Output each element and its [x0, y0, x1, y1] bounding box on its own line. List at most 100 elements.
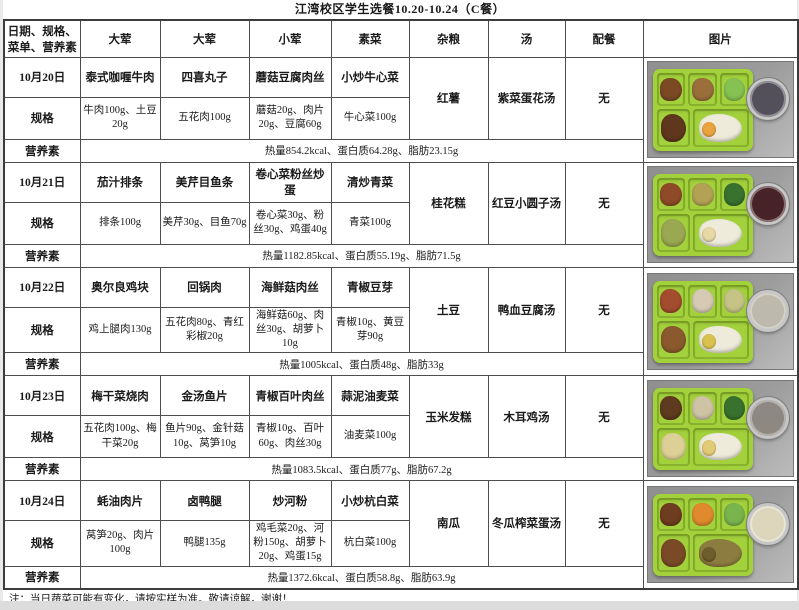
- rice-compartment: [693, 534, 749, 572]
- food-compartment: [720, 285, 749, 318]
- food-compartment: [688, 178, 717, 211]
- day-menu-row: 10月24日 蚝油肉片 卤鸭腿 炒河粉 小炒杭白菜 南瓜 冬瓜榨菜蛋汤 无: [3, 480, 799, 590]
- soup-bowl: [746, 78, 789, 120]
- spec-cell: 排条100g: [79, 201, 161, 245]
- spec-label: 规格: [3, 415, 81, 459]
- tray-photo: [646, 166, 794, 263]
- date-cell: 10月24日: [3, 480, 81, 522]
- dish-name: 奥尔良鸡块: [79, 266, 161, 308]
- nutrition-label: 营养素: [3, 457, 81, 482]
- food-compartment: [657, 73, 686, 106]
- nutrition-label: 营养素: [3, 565, 81, 590]
- food-compartment: [688, 498, 717, 531]
- dish-name: 金汤鱼片: [159, 375, 250, 417]
- food-compartment: [657, 109, 690, 147]
- spec-cell: 青椒10g、百叶60g、肉丝30g: [248, 415, 332, 459]
- grain-cell: 土豆: [408, 266, 489, 354]
- photo-cell: [642, 480, 799, 590]
- dish-name: 泰式咖喱牛肉: [79, 56, 161, 98]
- date-cell: 10月20日: [3, 56, 81, 98]
- header-corner: 日期、规格、菜单、营养素: [3, 19, 81, 58]
- spec-label: 规格: [3, 201, 81, 245]
- grain-cell: 玉米发糕: [408, 375, 489, 459]
- header-soup: 汤: [487, 19, 566, 58]
- nutrition-cell: 热量854.2kcal、蛋白质64.28g、脂肪23.15g: [79, 138, 644, 163]
- food-compartment: [657, 498, 686, 531]
- spec-label: 规格: [3, 96, 81, 140]
- day-spec-row: 规格 鸡上腿肉130g 五花肉80g、青红彩椒20g 海鲜菇60g、肉丝30g、…: [3, 306, 798, 354]
- grain-cell: 红薯: [408, 56, 489, 140]
- spec-cell: 五花肉100g: [159, 96, 250, 140]
- header-meat2: 大荤: [159, 19, 250, 58]
- lunch-tray: [652, 387, 753, 470]
- soup-cell: 紫菜蛋花汤: [487, 56, 566, 140]
- soup-bowl: [746, 396, 789, 439]
- spec-cell: 青菜100g: [330, 201, 410, 245]
- food-compartment: [720, 178, 749, 211]
- dish-name: 卤鸭腿: [159, 480, 250, 522]
- header-side: 配餐: [564, 19, 644, 58]
- nutrition-cell: 热量1005kcal、蛋白质48g、脂肪33g: [79, 352, 644, 377]
- side-cell: 无: [564, 56, 644, 140]
- nutrition-label: 营养素: [3, 352, 81, 377]
- nutrition-cell: 热量1083.5kcal、蛋白质77g、脂肪67.2g: [79, 457, 644, 482]
- menu-table: 日期、规格、菜单、营养素 大荤 大荤 小荤 素菜 杂粮 汤 配餐 图片 10月2…: [3, 19, 799, 591]
- day-spec-row: 规格 莴笋20g、肉片100g 鸭腿135g 鸡毛菜20g、河粉150g、胡萝卜…: [3, 520, 798, 567]
- side-cell: 无: [564, 480, 644, 567]
- spec-cell: 海鲜菇60g、肉丝30g、胡萝卜10g: [248, 306, 332, 354]
- dish-name: 梅干菜烧肉: [79, 375, 161, 417]
- rice-compartment: [693, 214, 749, 252]
- tray-photo: [646, 61, 794, 158]
- food-compartment: [720, 392, 749, 425]
- spec-cell: 油麦菜100g: [330, 415, 410, 459]
- dish-name: 回锅肉: [159, 266, 250, 308]
- food-compartment: [688, 73, 717, 106]
- spec-cell: 牛肉100g、土豆20g: [79, 96, 161, 140]
- rice-compartment: [693, 428, 749, 466]
- photo-cell: [642, 56, 799, 163]
- date-cell: 10月21日: [3, 161, 81, 203]
- soup-cell: 红豆小圆子汤: [487, 161, 566, 245]
- spec-label: 规格: [3, 520, 81, 567]
- side-cell: 无: [564, 161, 644, 245]
- page-title: 江湾校区学生选餐10.20-10.24（C餐）: [294, 2, 506, 16]
- header-row: 日期、规格、菜单、营养素 大荤 大荤 小荤 素菜 杂粮 汤 配餐 图片: [3, 19, 799, 58]
- dish-name: 蒜泥油麦菜: [330, 375, 410, 417]
- nutrition-cell: 热量1372.6kcal、蛋白质58.8g、脂肪63.9g: [79, 565, 644, 590]
- tray-photo: [646, 272, 794, 370]
- date-cell: 10月23日: [3, 375, 81, 417]
- dish-name: 小炒杭白菜: [330, 480, 410, 522]
- header-halfmeat: 小荤: [248, 19, 332, 58]
- nutrition-label: 营养素: [3, 243, 81, 268]
- soup-cell: 鸭血豆腐汤: [487, 266, 566, 354]
- soup-bowl: [746, 183, 789, 225]
- dish-name: 茄汁排条: [79, 161, 161, 203]
- tray-photo: [646, 379, 794, 477]
- menu-sheet: 江湾校区学生选餐10.20-10.24（C餐） 日期、规格、菜单、营养素 大荤 …: [3, 0, 799, 605]
- tray-photo: [646, 486, 794, 584]
- side-cell: 无: [564, 375, 644, 459]
- dish-name: 海鲜菇肉丝: [248, 266, 332, 308]
- header-vegetable: 素菜: [330, 19, 410, 58]
- spec-cell: 卷心菜30g、粉丝30g、鸡蛋40g: [248, 201, 332, 245]
- photo-cell: [642, 375, 799, 482]
- dish-name: 蘑菇豆腐肉丝: [248, 56, 332, 98]
- day-menu-row: 10月23日 梅干菜烧肉 金汤鱼片 青椒百叶肉丝 蒜泥油麦菜 玉米发糕 木耳鸡汤…: [3, 375, 799, 482]
- dish-name: 炒河粉: [248, 480, 332, 522]
- day-nutrition-row: 营养素 热量1372.6kcal、蛋白质58.8g、脂肪63.9g: [3, 565, 798, 590]
- date-cell: 10月22日: [3, 266, 81, 308]
- lunch-tray: [652, 494, 753, 577]
- food-compartment: [657, 428, 690, 466]
- spec-cell: 莴笋20g、肉片100g: [79, 520, 161, 567]
- dish-name: 美芹目鱼条: [159, 161, 250, 203]
- spec-cell: 蘑菇20g、肉片20g、豆腐60g: [248, 96, 332, 140]
- header-photo: 图片: [642, 19, 799, 58]
- nutrition-label: 营养素: [3, 138, 81, 163]
- page-bottom-margin: [0, 601, 799, 610]
- dish-name: 四喜丸子: [159, 56, 250, 98]
- photo-cell: [642, 161, 799, 268]
- header-grain: 杂粮: [408, 19, 489, 58]
- spec-cell: 鸡毛菜20g、河粉150g、胡萝卜20g、鸡蛋15g: [248, 520, 332, 567]
- day-spec-row: 规格 五花肉100g、梅干菜20g 鱼片90g、金针菇10g、莴笋10g 青椒1…: [3, 415, 798, 459]
- day-spec-row: 规格 排条100g 美芹30g、目鱼70g 卷心菜30g、粉丝30g、鸡蛋40g…: [3, 201, 798, 245]
